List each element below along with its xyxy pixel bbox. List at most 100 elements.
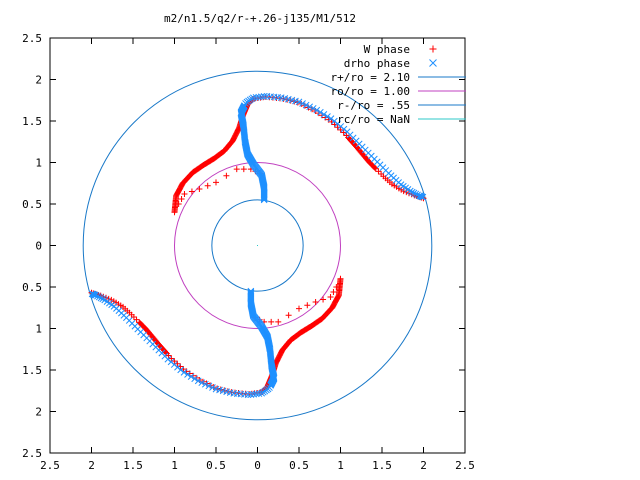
drho-phase-point xyxy=(309,104,317,112)
x-tick-label: 0 xyxy=(254,459,261,472)
drho-phase-point xyxy=(406,187,414,195)
w-phase-inner-point xyxy=(268,318,275,325)
drho-phase-point xyxy=(250,390,257,398)
w-phase-inner-point xyxy=(296,305,302,312)
drho-phase-point xyxy=(212,385,220,393)
w-phase-inner-point xyxy=(285,312,292,319)
w-phase-inner-point xyxy=(223,172,230,179)
x-tick-label: 1 xyxy=(337,459,344,472)
legend-label: r-/ro = .55 xyxy=(337,99,410,112)
x-tick-label: 2.5 xyxy=(40,459,60,472)
w-phase-inner-point xyxy=(213,179,219,186)
legend-label: W phase xyxy=(364,43,410,56)
drho-phase-point xyxy=(180,369,188,376)
drho-phase-point xyxy=(258,93,265,101)
drho-phase-point xyxy=(184,371,191,378)
drho-phase-point xyxy=(205,382,213,390)
w-phase-point xyxy=(403,189,410,196)
y-tick-label: 0.5 xyxy=(22,198,42,211)
drho-phase-point xyxy=(249,94,257,102)
w-phase-inner-point xyxy=(275,318,282,325)
legend-label: rc/ro = NaN xyxy=(337,113,410,126)
drho-phase-point xyxy=(258,389,266,397)
drho-phase-point xyxy=(408,188,416,196)
y-tick-label: 1.5 xyxy=(22,115,42,128)
drho-phase-point xyxy=(412,190,420,198)
x-tick-label: 1.5 xyxy=(372,459,392,472)
w-phase-inner-point xyxy=(333,284,340,290)
y-tick-label: 2 xyxy=(35,406,42,419)
drho-phase-point xyxy=(295,98,303,106)
data-points xyxy=(88,92,427,399)
drho-phase-point xyxy=(101,296,109,304)
w-phase-inner-point xyxy=(304,302,311,309)
y-tick-label: 0.5 xyxy=(22,281,42,294)
legend-label: ro/ro = 1.00 xyxy=(331,85,410,98)
legend-label: r+/ro = 2.10 xyxy=(331,71,410,84)
drho-phase-point xyxy=(194,377,202,385)
drho-phase-point xyxy=(255,93,263,101)
y-tick-label: 1 xyxy=(35,157,42,170)
drho-phase-point xyxy=(252,390,260,398)
x-tick-label: 2.5 xyxy=(455,459,475,472)
drho-phase-point xyxy=(191,375,199,383)
drho-phase-point xyxy=(260,92,268,100)
w-phase-inner-point xyxy=(240,166,247,173)
x-tick-label: 0.5 xyxy=(289,459,309,472)
circle-r--mark xyxy=(211,199,304,292)
drho-phase-point xyxy=(320,111,328,118)
w-phase-inner-point xyxy=(330,288,337,295)
w-phase-inner-point xyxy=(188,188,195,195)
drho-phase-point xyxy=(327,115,335,122)
drho-phase-point xyxy=(95,293,103,301)
drho-phase-point xyxy=(419,193,427,201)
w-phase-point xyxy=(372,165,379,172)
w-phase-inner-point xyxy=(204,182,211,189)
w-phase-inner-point xyxy=(196,186,203,193)
drho-phase-point xyxy=(313,106,321,114)
w-phase-inner-point xyxy=(233,166,240,173)
legend-marker xyxy=(429,45,437,53)
circle-ro-mark xyxy=(174,162,341,329)
drho-phase-point xyxy=(410,189,418,197)
y-tick-label: 2.5 xyxy=(22,447,42,460)
w-phase-inner-point xyxy=(312,298,319,305)
w-phase-point xyxy=(105,295,112,302)
chart-title: m2/n1.5/q2/r-+.26-j135/M1/512 xyxy=(164,12,356,25)
circle-r+-mark xyxy=(82,70,433,421)
x-tick-label: 1 xyxy=(171,459,178,472)
legend-marker xyxy=(429,59,437,67)
drho-phase-point xyxy=(97,294,105,302)
y-tick-label: 1 xyxy=(35,323,42,336)
w-phase-inner-point xyxy=(327,293,334,300)
w-phase-inner-point xyxy=(175,201,182,207)
y-tick-label: 1.5 xyxy=(22,364,42,377)
w-phase-inner-point xyxy=(178,196,185,203)
drho-phase-point xyxy=(88,290,96,298)
drho-phase-point xyxy=(324,113,331,120)
drho-phase-point xyxy=(255,390,263,397)
w-phase-inner-point xyxy=(320,296,327,303)
drho-phase-point xyxy=(252,94,260,101)
x-tick-label: 2 xyxy=(420,459,427,472)
drho-phase-point xyxy=(306,103,314,111)
w-phase-point xyxy=(136,319,143,326)
y-tick-label: 2 xyxy=(35,74,42,87)
drho-phase-point xyxy=(299,100,306,107)
drho-phase-point xyxy=(247,391,255,399)
drho-phase-point xyxy=(99,295,107,303)
y-tick-label: 2.5 xyxy=(22,32,42,45)
w-phase-point xyxy=(375,168,382,175)
drho-phase-point xyxy=(209,384,216,391)
drho-phase-point xyxy=(187,373,195,380)
drho-phase-point xyxy=(198,379,206,387)
w-phase-point xyxy=(133,316,140,323)
center-point xyxy=(257,245,258,246)
x-tick-label: 2 xyxy=(88,459,95,472)
w-phase-point xyxy=(168,355,175,362)
x-tick-label: 1.5 xyxy=(123,459,143,472)
w-phase-point xyxy=(371,164,378,171)
drho-phase-point xyxy=(316,108,324,116)
